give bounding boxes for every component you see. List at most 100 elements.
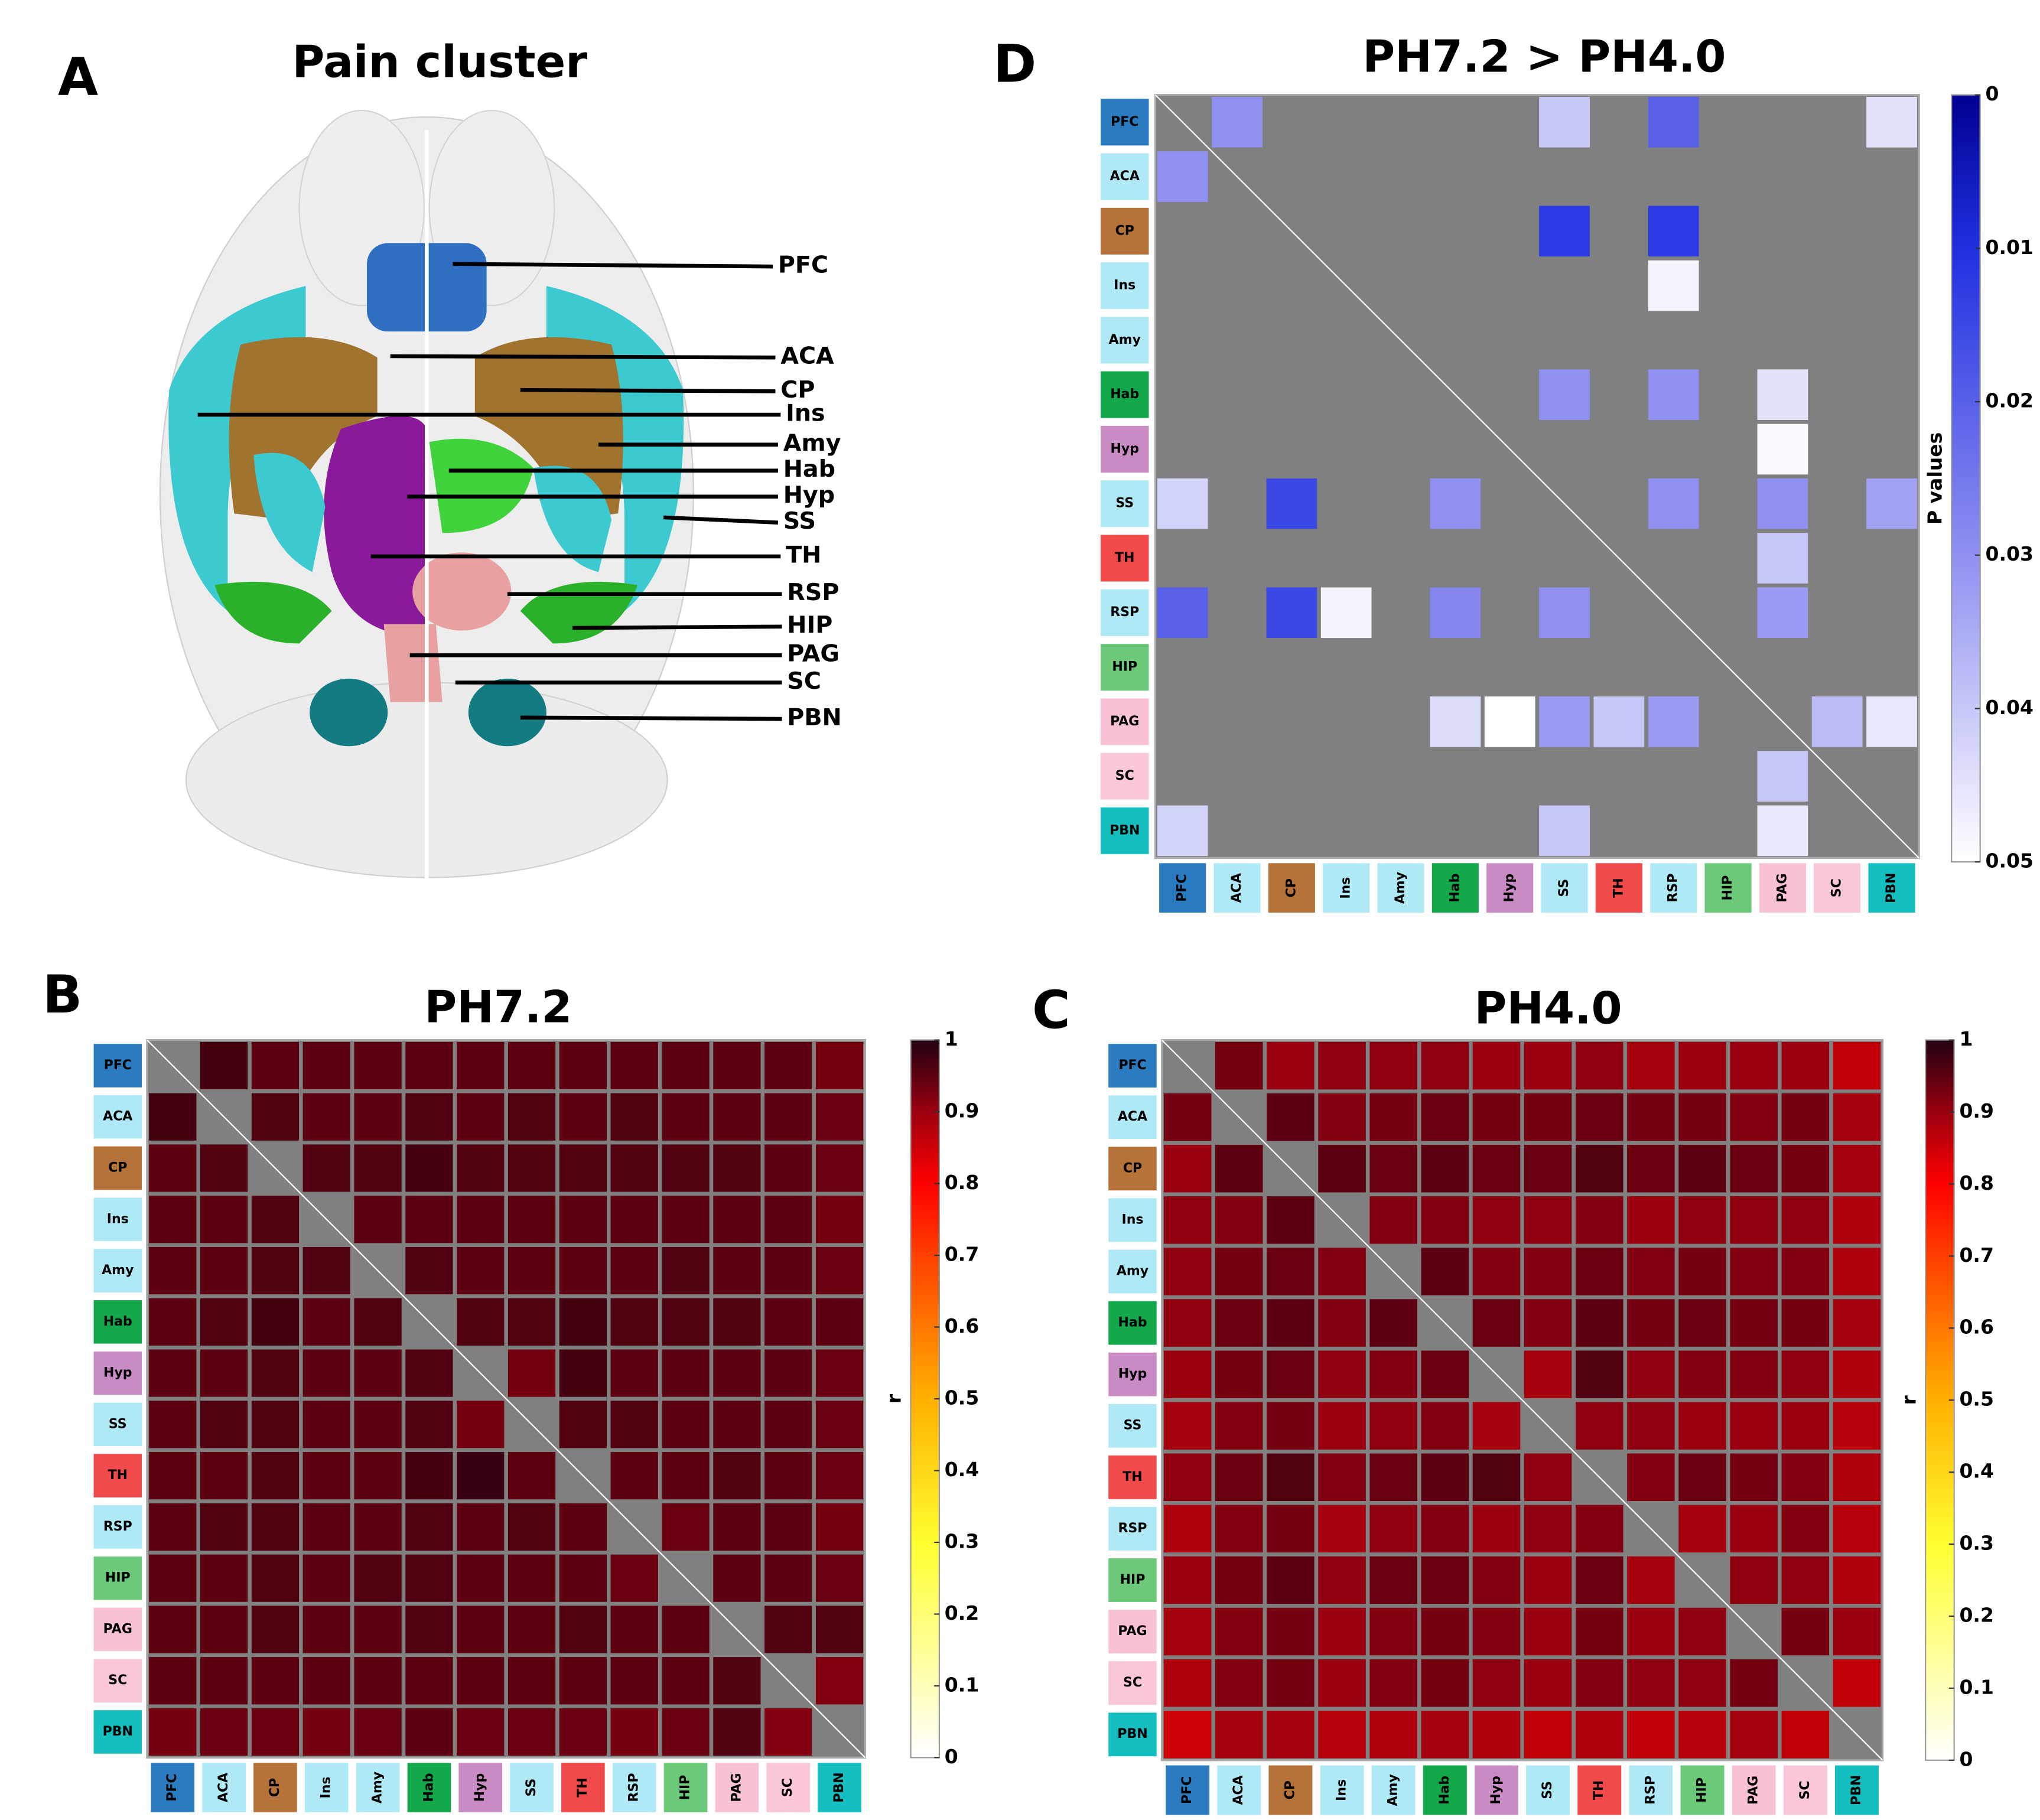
row-label: PAG xyxy=(1118,1624,1147,1639)
column-label-box xyxy=(510,1763,554,1812)
cell xyxy=(507,1041,556,1090)
cell xyxy=(251,1401,300,1448)
cell xyxy=(1421,1093,1469,1141)
colorbar-tick-label: 0.6 xyxy=(945,1314,980,1337)
row-label-box xyxy=(1101,807,1149,854)
column-label: CP xyxy=(1283,1780,1297,1799)
cell xyxy=(405,1452,453,1500)
cell xyxy=(1730,1041,1778,1090)
row-label-box xyxy=(1108,1095,1157,1139)
cell xyxy=(815,1041,864,1090)
cell xyxy=(1575,1299,1623,1347)
cell xyxy=(815,1093,864,1141)
row-label-box xyxy=(93,1095,142,1139)
cell xyxy=(1575,1556,1623,1604)
cell xyxy=(251,1708,300,1756)
cell xyxy=(302,1144,350,1192)
row-label: PBN xyxy=(103,1724,133,1739)
cell xyxy=(713,1246,761,1295)
cell xyxy=(1627,1607,1675,1656)
cell xyxy=(149,1606,197,1653)
row-label: Ins xyxy=(1122,1212,1144,1227)
cell xyxy=(1730,1659,1778,1707)
cell xyxy=(662,1298,710,1346)
cell xyxy=(662,1503,710,1551)
cell xyxy=(1318,1093,1366,1141)
cell xyxy=(405,1554,453,1602)
cell xyxy=(200,1349,248,1397)
cell xyxy=(457,1093,505,1141)
colorbar-tick-label: 0.1 xyxy=(1959,1675,1994,1698)
colorbar-tick-label: 0.03 xyxy=(1986,542,2034,565)
column-label-box xyxy=(1475,1765,1518,1815)
cell xyxy=(662,1349,710,1397)
cell xyxy=(507,1246,556,1295)
cell xyxy=(1472,1196,1521,1244)
cell xyxy=(1318,1041,1366,1090)
column-label-box xyxy=(1541,863,1588,913)
cell xyxy=(713,1041,761,1090)
cell xyxy=(1678,1248,1726,1295)
column-label: SC xyxy=(780,1778,795,1797)
colorbar-tick-label: 0.02 xyxy=(1986,389,2034,412)
colorbar-tick-label: 0.3 xyxy=(945,1529,980,1552)
cell xyxy=(507,1606,556,1653)
cell xyxy=(1730,1453,1778,1502)
cell xyxy=(662,1452,710,1500)
cell xyxy=(1575,1196,1623,1244)
row-label: Hab xyxy=(103,1314,132,1329)
row-label: HIP xyxy=(1120,1572,1146,1587)
cell xyxy=(1267,1041,1315,1090)
row-label: TH xyxy=(108,1468,128,1483)
cell xyxy=(354,1657,402,1705)
row-label: Hyp xyxy=(1118,1367,1147,1382)
cell xyxy=(662,1144,710,1192)
cell xyxy=(251,1041,300,1090)
cell xyxy=(610,1144,658,1192)
row-label: PAG xyxy=(103,1622,132,1636)
column-label: PBN xyxy=(832,1772,847,1802)
cell xyxy=(1421,1659,1469,1707)
cell xyxy=(1539,587,1590,639)
region-label: ACA xyxy=(780,343,834,370)
column-label-box xyxy=(356,1763,400,1812)
cell xyxy=(815,1401,864,1448)
cell xyxy=(1757,369,1808,420)
column-label-box xyxy=(1526,1765,1570,1815)
cell xyxy=(1472,1453,1521,1502)
cell xyxy=(662,1657,710,1705)
panel-letter: D xyxy=(993,33,1036,94)
cell xyxy=(1318,1710,1366,1759)
row-label: CP xyxy=(1123,1161,1142,1176)
cell xyxy=(200,1041,248,1090)
cell xyxy=(1811,696,1863,747)
column-label: Hyp xyxy=(1502,874,1517,902)
cell xyxy=(149,1401,197,1448)
cell xyxy=(713,1503,761,1551)
cell xyxy=(354,1041,402,1090)
colorbar-tick-label: 0.8 xyxy=(945,1171,980,1194)
row-label-box xyxy=(1101,535,1149,582)
row-label-box xyxy=(93,1607,142,1652)
cell xyxy=(1730,1556,1778,1604)
cell xyxy=(1648,478,1699,529)
colorbar-tick-label: 0.5 xyxy=(1959,1388,1994,1411)
column-label: Amy xyxy=(370,1772,385,1803)
cell xyxy=(1866,96,1917,148)
cell xyxy=(1369,1556,1417,1604)
cell xyxy=(200,1298,248,1346)
region-label: Hyp xyxy=(783,481,835,509)
cell xyxy=(1163,1556,1212,1604)
column-label-box xyxy=(253,1763,297,1812)
cell xyxy=(1369,1093,1417,1141)
cell xyxy=(764,1144,812,1192)
cell xyxy=(1421,1710,1469,1759)
chart-title: Pain cluster xyxy=(292,37,587,88)
cell xyxy=(1627,1659,1675,1707)
region-rsp xyxy=(412,552,512,631)
cell xyxy=(1472,1659,1521,1707)
region-amy xyxy=(253,452,326,572)
cell xyxy=(149,1298,197,1346)
cell xyxy=(457,1401,505,1448)
row-label: PAG xyxy=(1110,714,1139,729)
